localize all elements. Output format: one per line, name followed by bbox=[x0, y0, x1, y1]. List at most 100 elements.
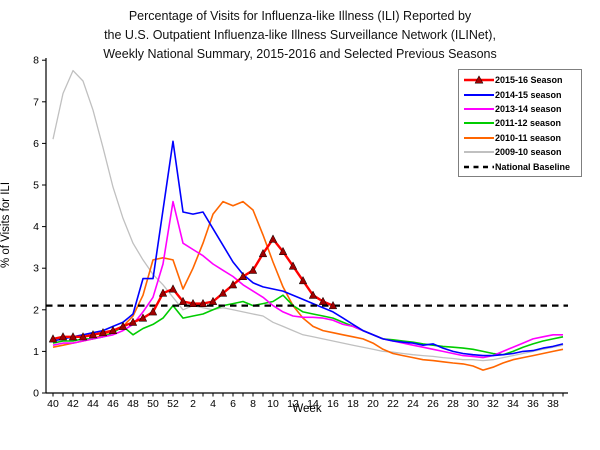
legend-line-sample bbox=[464, 107, 494, 110]
x-tick-label: 44 bbox=[87, 398, 99, 410]
legend-item-2010-11-season: 2010-11 season bbox=[463, 131, 579, 145]
triangle-marker bbox=[118, 321, 128, 330]
y-axis-ticks: 0 1 2 3 4 5 6 7 8 bbox=[33, 55, 46, 400]
x-tick-label: 42 bbox=[67, 398, 79, 410]
triangle-marker bbox=[68, 332, 78, 341]
y-tick-label: 0 bbox=[33, 388, 39, 400]
legend-label: 2010-11 season bbox=[495, 132, 562, 143]
legend-line-sample bbox=[464, 122, 494, 125]
triangle-marker bbox=[168, 284, 178, 293]
x-tick-label: 24 bbox=[407, 398, 419, 410]
x-tick-label: 52 bbox=[167, 398, 179, 410]
legend-item-2009-10-season: 2009-10 season bbox=[463, 145, 579, 159]
x-tick-label: 26 bbox=[427, 398, 439, 410]
legend-label: 2014-15 season bbox=[495, 89, 562, 100]
triangle-marker bbox=[298, 275, 308, 285]
legend-line-sample bbox=[464, 93, 494, 96]
x-tick-label: 40 bbox=[47, 398, 59, 410]
legend-line-sample bbox=[464, 75, 494, 84]
x-tick-label: 46 bbox=[107, 398, 119, 410]
legend-label: National Baseline bbox=[495, 161, 571, 172]
legend-item-2013-14-season: 2013-14 season bbox=[463, 102, 579, 116]
series-line-2013-14-season bbox=[52, 200, 563, 359]
legend-label: 2011-12 season bbox=[495, 118, 562, 129]
legend-label: 2015-16 Season bbox=[495, 75, 563, 86]
triangle-marker bbox=[198, 298, 208, 308]
legend-item-2014-15-season: 2014-15 season bbox=[463, 87, 579, 101]
triangle-marker bbox=[228, 280, 238, 289]
x-tick-label: 30 bbox=[467, 398, 479, 410]
x-tick-label: 12 bbox=[287, 398, 299, 410]
triangle-marker bbox=[88, 330, 98, 339]
triangle-marker bbox=[258, 248, 268, 258]
triangle-marker bbox=[138, 313, 148, 322]
triangle-marker bbox=[278, 246, 288, 256]
x-tick-label: 20 bbox=[367, 398, 379, 410]
y-tick-label: 7 bbox=[33, 96, 39, 108]
x-tick-label: 34 bbox=[507, 398, 519, 410]
triangle-marker bbox=[328, 300, 338, 310]
y-tick-label: 3 bbox=[33, 263, 39, 275]
triangle-marker bbox=[218, 288, 228, 297]
triangle-marker bbox=[208, 296, 218, 305]
legend-line-sample bbox=[464, 136, 494, 139]
y-tick-label: 6 bbox=[33, 138, 39, 150]
legend: 2015-16 Season 2014-15 season 2013-14 seas… bbox=[458, 69, 582, 177]
x-tick-label: 50 bbox=[147, 398, 159, 410]
triangle-marker bbox=[128, 317, 138, 326]
x-tick-label: 36 bbox=[527, 398, 539, 410]
legend-item-2011-12-season: 2011-12 season bbox=[463, 116, 579, 130]
x-tick-label: 48 bbox=[127, 398, 139, 410]
x-tick-label: 16 bbox=[327, 398, 339, 410]
triangle-marker bbox=[148, 307, 158, 316]
x-tick-label: 2 bbox=[190, 398, 196, 410]
legend-label: 2013-14 season bbox=[495, 103, 562, 114]
triangle-marker bbox=[98, 327, 108, 337]
x-tick-label: 8 bbox=[250, 398, 256, 410]
triangle-marker bbox=[288, 261, 298, 270]
y-tick-label: 1 bbox=[33, 346, 39, 358]
triangle-marker bbox=[178, 296, 188, 305]
triangle-marker bbox=[308, 290, 318, 299]
chart-title-line1: Percentage of Visits for Influenza-like … bbox=[128, 9, 472, 23]
triangle-marker bbox=[318, 296, 328, 305]
legend-triangle-marker-icon bbox=[474, 75, 484, 84]
triangle-marker bbox=[48, 334, 58, 343]
chart-title-line3: Weekly National Summary, 2015-2016 and S… bbox=[103, 47, 497, 61]
series-line-2011-12-season bbox=[52, 294, 564, 356]
triangle-marker bbox=[58, 332, 68, 341]
x-tick-label: 38 bbox=[547, 398, 559, 410]
legend-line-sample bbox=[464, 151, 494, 154]
x-tick-label: 4 bbox=[210, 398, 216, 410]
legend-line-sample bbox=[464, 165, 494, 168]
x-tick-label: 14 bbox=[307, 398, 319, 410]
legend-item-2015-16-season: 2015-16 Season bbox=[463, 73, 579, 87]
x-tick-label: 32 bbox=[487, 398, 499, 410]
legend-label: 2009-10 season bbox=[495, 147, 562, 158]
triangle-marker bbox=[238, 271, 248, 280]
y-tick-label: 4 bbox=[33, 221, 39, 233]
triangle-marker bbox=[78, 332, 88, 341]
triangle-marker bbox=[248, 265, 258, 274]
x-tick-label: 10 bbox=[267, 398, 279, 410]
legend-item-national-baseline: National Baseline bbox=[463, 159, 579, 173]
y-tick-label: 2 bbox=[33, 304, 39, 316]
y-tick-label: 5 bbox=[33, 180, 39, 192]
chart-title: Percentage of Visits for Influenza-like … bbox=[0, 7, 600, 64]
x-tick-label: 18 bbox=[347, 398, 359, 410]
series-line-2009-10-season bbox=[52, 69, 564, 362]
x-tick-label: 22 bbox=[387, 398, 399, 410]
x-tick-label: 6 bbox=[230, 398, 236, 410]
series-line-2014-15-season bbox=[52, 140, 564, 357]
triangle-marker bbox=[268, 234, 278, 243]
x-axis-title: Week bbox=[292, 403, 322, 415]
triangle-marker bbox=[158, 288, 168, 297]
x-axis-ticks: 40 42 44 46 48 50 52 2 4 6 8 10 12 14 16 18 20 22 24 26 28 30… bbox=[47, 393, 564, 410]
chart-title-line2: the U.S. Outpatient Influenza-like Illne… bbox=[104, 28, 496, 42]
triangle-marker bbox=[188, 298, 198, 308]
triangle-marker bbox=[108, 325, 118, 335]
series-markers-2015-16-season bbox=[48, 234, 338, 343]
series-line-2015-16-season bbox=[52, 237, 334, 341]
x-tick-label: 28 bbox=[447, 398, 459, 410]
